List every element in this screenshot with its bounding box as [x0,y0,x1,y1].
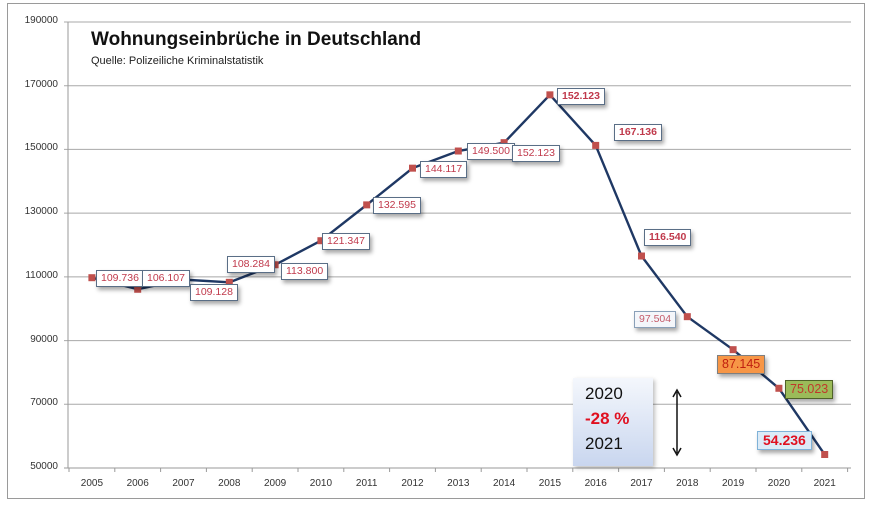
x-tick-label: 2013 [447,478,470,489]
data-point-marker [683,313,691,321]
data-label: 149.500 [467,143,515,160]
data-point-marker [775,384,783,392]
data-point-marker [225,278,233,286]
x-tick-label: 2007 [172,478,195,489]
chart-title: Wohnungseinbrüche in Deutschland [91,29,422,50]
x-tick-label: 2021 [813,478,836,489]
annotation-year-to: 2021 [585,434,623,453]
data-point-marker [271,261,279,269]
arrow-head-up-icon [672,388,682,398]
data-label: 113.800 [281,263,329,280]
data-point-marker [729,346,737,354]
x-tick-label: 2016 [584,478,607,489]
data-point-marker [546,91,554,99]
y-tick-label: 90000 [30,333,58,345]
x-tick-label: 2006 [126,478,149,489]
data-point-marker [500,139,508,147]
data-label: 152.123 [557,88,605,105]
x-tick-label: 2011 [355,478,378,489]
chart-subtitle: Quelle: Polizeiliche Kriminalstatistik [91,55,264,67]
x-tick-label: 2015 [538,478,562,489]
data-label: 121.347 [322,233,370,250]
data-point-marker [88,274,96,282]
data-label: 87.145 [717,355,766,374]
data-label: 144.117 [420,161,468,178]
data-label: 108.284 [227,256,275,273]
y-tick-label: 70000 [30,397,58,409]
y-tick-label: 170000 [24,78,58,90]
x-tick-label: 2012 [401,478,424,489]
x-tick-label: 2009 [263,478,287,489]
annotation-percent-change: -28 % [585,409,630,428]
x-tick-label: 2020 [767,478,791,489]
data-label: 116.540 [644,229,692,246]
data-label: 54.236 [757,431,812,450]
x-tick-label: 2010 [309,478,333,489]
arrow-head-down-icon [672,447,682,457]
data-point-marker [409,164,416,172]
x-tick-label: 2017 [630,478,653,489]
data-label: 75.023 [785,380,834,399]
data-point-marker [592,141,600,149]
data-label: 97.504 [634,311,677,328]
x-tick-label: 2008 [218,478,241,489]
data-label: 167.136 [614,124,662,141]
data-point-marker [317,237,325,245]
x-tick-label: 2019 [721,478,745,489]
data-label: 106.107 [142,270,190,287]
y-tick-label: 150000 [24,142,58,154]
annotation-year-from: 2020 [585,384,623,403]
x-tick-label: 2014 [492,478,516,489]
y-tick-label: 50000 [30,461,58,472]
data-label: 152.123 [512,145,560,162]
x-tick-label: 2005 [80,478,104,489]
y-tick-label: 130000 [24,206,58,218]
change-annotation-box: 2020 -28 % 2021 [573,378,653,466]
data-point-marker [821,451,829,459]
y-tick-label: 110000 [25,269,58,281]
data-point-marker [363,201,371,209]
data-point-marker [134,285,142,293]
data-label: 132.595 [373,197,421,214]
y-tick-label: 190000 [24,15,58,26]
data-label: 109.736 [96,270,144,287]
data-point-marker [454,147,462,155]
data-point-marker [638,252,645,260]
data-label: 109.128 [190,284,238,301]
x-tick-label: 2018 [676,478,699,489]
